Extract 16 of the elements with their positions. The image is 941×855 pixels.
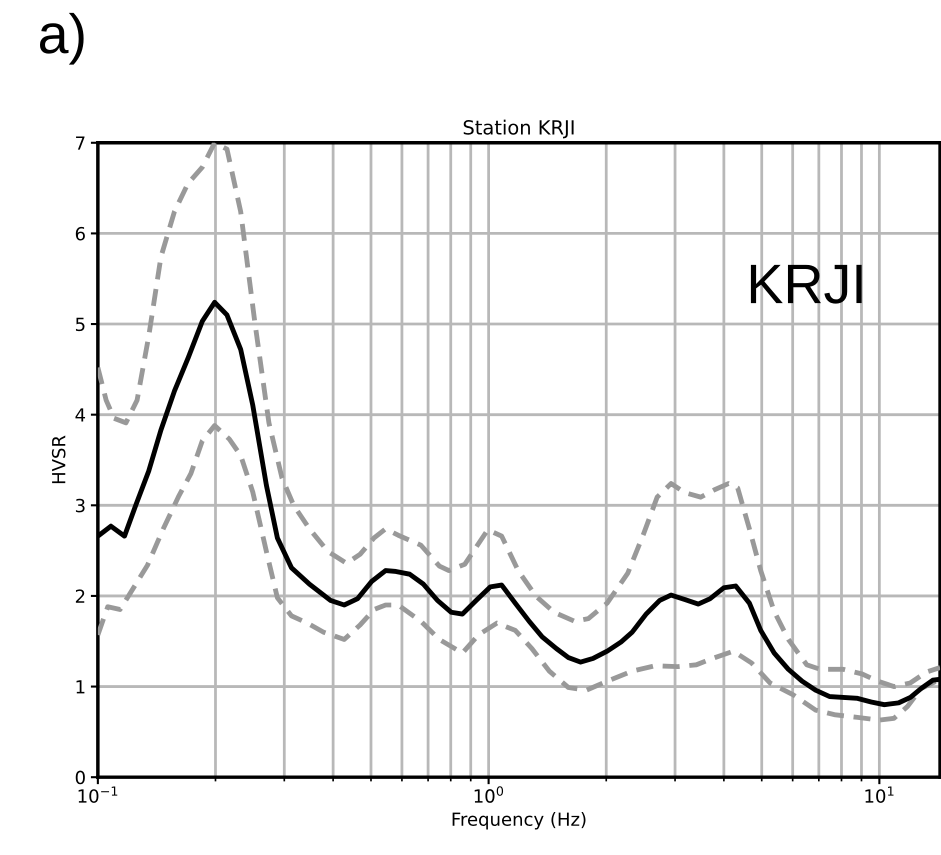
text: a) xyxy=(40,12,84,65)
y-tick-label: 3 xyxy=(76,498,85,512)
y-tick-label: 7 xyxy=(76,136,85,150)
x-tick-label: 10$^{0}$ xyxy=(474,786,504,803)
y-tick-label: 6 xyxy=(76,226,85,241)
y-axis-title: HVSR xyxy=(52,436,66,484)
x-axis-title: Frequency (Hz) xyxy=(452,812,586,830)
y-tick-label: 4 xyxy=(75,408,86,422)
y-tick-label: 2 xyxy=(76,589,84,603)
x-tick-label: 10$^{1}$ xyxy=(865,786,894,803)
y-tick-label: 1 xyxy=(76,680,84,694)
annotation: KRJI xyxy=(750,264,862,304)
x-tick-label: 10$^{−1}$ xyxy=(78,786,118,803)
chart-title: Station KRJI xyxy=(464,120,574,138)
y-tick-label: 0 xyxy=(76,770,85,784)
y-tick-label: 5 xyxy=(76,318,84,332)
